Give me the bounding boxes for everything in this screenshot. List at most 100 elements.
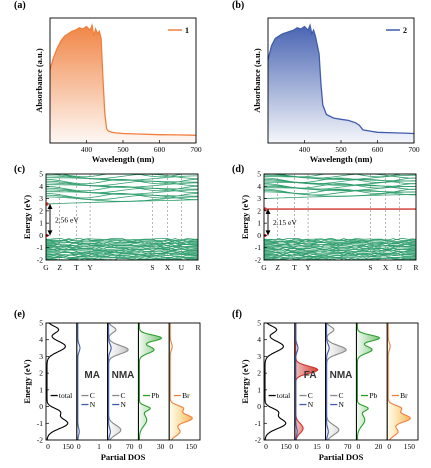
conduction-band (46, 175, 198, 181)
y-tick-label: 1 (257, 219, 261, 228)
x-tick-label: 0 (169, 442, 173, 451)
absorbance-area (268, 25, 414, 143)
kpoint-label: R (413, 263, 418, 272)
y-axis-label: Absorbance (a.u.) (252, 48, 262, 113)
x-tick-label: 20 (375, 442, 383, 451)
y-tick-label: 1 (39, 219, 43, 228)
axes-frame (45, 173, 199, 261)
legend-label: N (308, 400, 314, 409)
y-tick-label: 4 (257, 182, 261, 191)
kpoint-label: X (383, 263, 389, 272)
conduction-band (263, 188, 417, 194)
pdos-curve (326, 323, 330, 441)
x-tick-label: 0 (387, 442, 391, 451)
kpoint-label: U (397, 263, 403, 272)
conduction-band (263, 177, 417, 183)
conduction-band (46, 191, 198, 197)
x-tick-label: 70 (344, 442, 352, 451)
legend-label: C (121, 391, 126, 400)
pdos-subpanel: 0 20 Pb (355, 322, 388, 451)
gap-label: 2.15 eV (273, 218, 297, 227)
subpanel-frame (263, 322, 296, 441)
conduction-band (46, 184, 198, 190)
gap-arrow-tail (47, 230, 53, 236)
conduction-band (45, 192, 199, 199)
x-tick-label: 0 (108, 442, 112, 451)
pdos-subpanel: 0 30 Pb (137, 322, 170, 451)
subpanel-frame (76, 322, 109, 441)
valence-band (263, 255, 417, 258)
x-tick-label: 0 (295, 442, 299, 451)
valence-band (263, 241, 417, 244)
valence-band (263, 238, 417, 241)
x-tick-label: 150 (404, 442, 416, 451)
kpoint-label: G (261, 263, 267, 272)
x-tick-label: 400 (81, 145, 93, 154)
axes-frame (263, 173, 417, 261)
pdos-curve (295, 323, 299, 441)
y-tick-label: 2 (257, 369, 261, 378)
panel-label: (e) (14, 309, 25, 320)
legend-label: N (339, 400, 345, 409)
y-axis-label: Energy (eV) (240, 359, 250, 403)
pdos-subpanel: 0 70 CN NMA (325, 322, 357, 451)
y-tick-label: -1 (37, 243, 43, 252)
legend-label: Br (400, 391, 408, 400)
species-label: MA (84, 370, 100, 381)
conduction-band (46, 177, 198, 183)
kpoint-label: Y (305, 263, 311, 272)
conduction-band (263, 190, 416, 196)
x-tick-label: 70 (126, 442, 134, 451)
kpoint-label: S (150, 263, 154, 272)
absorbance-line (267, 23, 415, 135)
x-tick-label: 500 (117, 145, 129, 154)
x-tick-label: 30 (157, 442, 165, 451)
y-tick-label: 0 (257, 402, 261, 411)
y-tick-label: -2 (255, 256, 261, 265)
kpoint-label: T (292, 263, 297, 272)
valence-band (45, 247, 199, 251)
valence-band (263, 246, 417, 249)
valence-band (263, 249, 417, 252)
pdos-fill (294, 323, 318, 440)
valence-band (263, 254, 417, 258)
y-tick-label: 5 (39, 319, 43, 328)
x-tick-label: 0 (357, 442, 361, 451)
pdos-curve (264, 322, 287, 441)
valence-band (263, 247, 417, 251)
y-tick-label: 2 (257, 206, 261, 215)
x-axis-label: Partial DOS (101, 452, 146, 462)
pdos-curve (326, 322, 347, 441)
valence-band (263, 247, 417, 250)
y-tick-label: 1 (257, 385, 261, 394)
legend-label: C (339, 391, 344, 400)
x-tick-label: 500 (335, 145, 347, 154)
valence-band (45, 252, 199, 255)
absorbance-area (50, 25, 196, 143)
x-tick-label: 400 (299, 145, 311, 154)
valence-band (45, 244, 199, 247)
pdos-fill (356, 323, 380, 440)
subpanel-frame (168, 322, 201, 441)
legend-label: Pb (151, 391, 159, 400)
conduction-band (46, 194, 198, 201)
pdos-subpanel: 0 150 Br (168, 322, 201, 451)
kpoint-label: U (179, 263, 185, 272)
panel-c: (c) 2.56 eV -2 -1 0 1 2 3 4 5 Energy (eV) G Z T Y S X U R (14, 164, 201, 272)
conduction-band (45, 185, 199, 192)
y-tick-label: -1 (255, 419, 261, 428)
conduction-band (45, 178, 199, 185)
y-axis-label: Absorbance (a.u.) (34, 48, 44, 113)
legend-label: 1 (185, 26, 189, 35)
pdos-fill (107, 323, 129, 440)
x-tick-label: 150 (281, 442, 293, 451)
pdos-curve (169, 323, 193, 441)
valence-band (45, 238, 199, 241)
pdos-subpanel: 0 15 CN FA (294, 322, 327, 451)
y-tick-label: 4 (257, 335, 261, 344)
kpoint-label: R (195, 263, 200, 272)
